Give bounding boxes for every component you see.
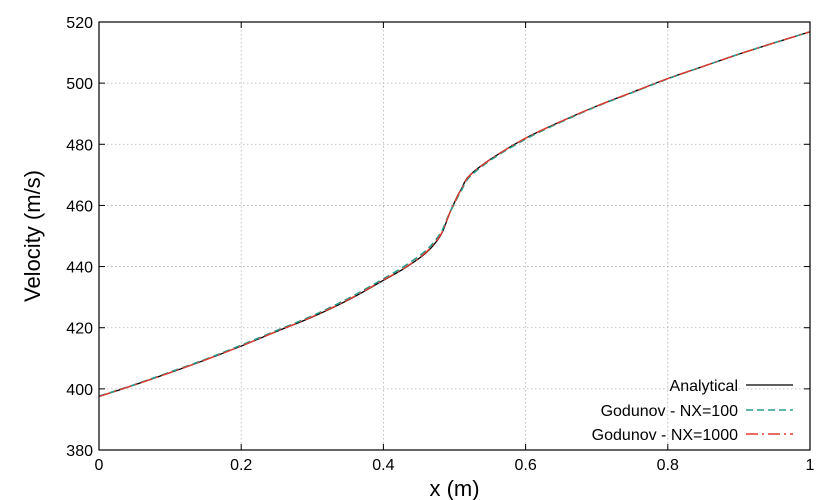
y-tick-label: 420: [66, 321, 93, 338]
legend-label-1: Godunov - NX=100: [601, 403, 739, 420]
y-tick-label: 440: [66, 260, 93, 277]
x-tick-label: 0.2: [230, 457, 252, 474]
y-tick-label: 480: [66, 137, 93, 154]
x-tick-label: 0: [95, 457, 104, 474]
x-tick-label: 0.8: [657, 457, 679, 474]
y-tick-label: 380: [66, 443, 93, 460]
y-tick-label: 520: [66, 15, 93, 32]
x-tick-label: 0.6: [514, 457, 536, 474]
legend-label-2: Godunov - NX=1000: [592, 427, 738, 444]
x-tick-label: 0.4: [372, 457, 394, 474]
plot-lines: [98, 31, 811, 398]
series-line-2: [98, 31, 811, 398]
y-tick-label: 460: [66, 198, 93, 215]
y-tick-label: 400: [66, 382, 93, 399]
tick-labels: 0 0.2 0.4 0.6 0.8 1 380 400 420 440 460 480 500 520: [66, 15, 814, 474]
ticks: [98, 21, 811, 451]
y-axis-label: Velocity (m/s): [20, 170, 45, 302]
series-line-0: [98, 31, 811, 398]
legend: Analytical Godunov - NX=100 Godunov - NX=1…: [592, 378, 793, 444]
x-axis-label: x (m): [429, 476, 479, 500]
legend-label-0: Analytical: [670, 378, 738, 395]
y-tick-label: 500: [66, 76, 93, 93]
plot-frame: [98, 21, 811, 451]
series-line-1: [98, 31, 811, 397]
grid: [99, 22, 810, 450]
x-tick-label: 1: [806, 457, 815, 474]
